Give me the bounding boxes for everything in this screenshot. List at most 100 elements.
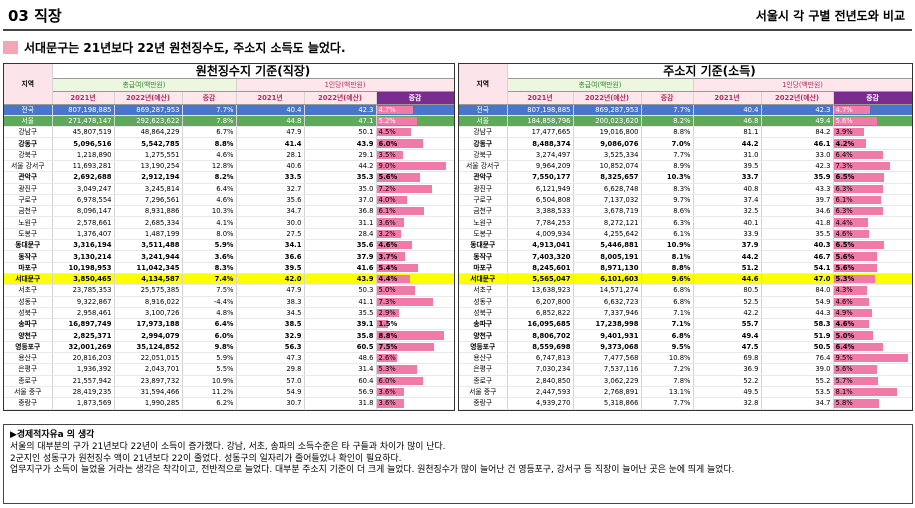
region-cell: 동대문구 xyxy=(4,239,53,252)
value-cell: 34.7 xyxy=(236,205,305,218)
table-row: 동작구 7,403,320 8,005,191 8.1% 44.2 46.7 5.6% xyxy=(459,250,912,263)
value-cell: 35.5 xyxy=(761,228,834,241)
value-cell: 39.1 xyxy=(304,318,377,331)
change-bar xyxy=(376,139,423,148)
change-bar xyxy=(833,354,908,363)
region-cell: 금천구 xyxy=(459,205,508,218)
change-bar xyxy=(376,286,416,295)
change-bar xyxy=(833,286,868,295)
region-cell: 동대문구 xyxy=(459,239,508,252)
value-cell: 292,623,622 xyxy=(114,115,183,128)
value-cell: 43.3 xyxy=(761,183,834,195)
change-bar-cell: 4.6% xyxy=(833,296,912,308)
change-value: 6.5% xyxy=(835,241,855,250)
change-bar xyxy=(376,195,408,205)
value-cell: 9.5% xyxy=(641,341,694,354)
change-bar-cell: 5.7% xyxy=(833,375,912,387)
value-cell: 21,557,942 xyxy=(52,375,115,387)
table-row: 관악구 2,692,688 2,912,194 8.2% 33.5 35.3 5.6% xyxy=(4,171,454,184)
value-cell: 28.4 xyxy=(304,228,377,241)
value-cell: 46.8 xyxy=(693,115,762,128)
value-cell: 40.3 xyxy=(761,239,834,252)
value-cell: 6.8% xyxy=(641,329,694,342)
value-cell: 8,916,022 xyxy=(114,296,183,308)
value-cell: 34.1 xyxy=(236,239,305,252)
group-per-capita-header: 1인당(백만원) xyxy=(693,78,912,92)
value-cell: 9,373,068 xyxy=(573,341,642,354)
value-cell: 3,062,229 xyxy=(573,375,642,387)
value-cell: 807,198,885 xyxy=(507,104,574,116)
value-cell: 8.8% xyxy=(641,262,694,274)
column-header: 2021년 xyxy=(236,91,305,105)
value-cell: 31.8 xyxy=(304,397,377,410)
region-cell: 광진구 xyxy=(459,183,508,195)
change-value: 7.2% xyxy=(378,184,396,193)
change-bar xyxy=(376,263,419,272)
change-bar-cell: 6.4% xyxy=(833,341,912,354)
change-bar-cell: 7.3% xyxy=(833,160,912,173)
table-row: 동대문구 4,913,041 5,446,881 10.9% 37.9 40.3 6.5% xyxy=(459,239,912,252)
change-bar xyxy=(376,105,413,114)
region-cell: 서울 xyxy=(459,115,508,128)
value-cell: -4.4% xyxy=(182,296,237,308)
table-row: 종로구 21,557,942 23,897,732 10.9% 57.0 60.4 6.0% xyxy=(4,375,454,387)
value-cell: 4,939,270 xyxy=(507,397,574,410)
value-cell: 6.2% xyxy=(182,397,237,410)
change-bar-cell: 5.6% xyxy=(376,171,454,184)
change-value: 6.3% xyxy=(835,184,853,193)
value-cell: 36.9 xyxy=(693,363,762,376)
region-cell: 관악구 xyxy=(4,171,53,184)
region-cell: 노원구 xyxy=(459,216,508,229)
value-cell: 44.2 xyxy=(693,137,762,150)
value-cell: 39.7 xyxy=(761,194,834,207)
change-value: 5.0% xyxy=(378,286,396,295)
value-cell: 48,864,229 xyxy=(114,126,183,139)
value-cell: 47.1 xyxy=(304,115,377,128)
value-cell: 51.2 xyxy=(693,262,762,274)
value-cell: 34.5 xyxy=(236,307,305,320)
change-value: 6.0% xyxy=(378,376,396,385)
value-cell: 50.1 xyxy=(304,126,377,139)
change-value: 2.9% xyxy=(378,308,396,317)
change-value: 5.6% xyxy=(378,173,398,182)
value-cell: 10.3% xyxy=(182,205,237,218)
value-cell: 8,971,130 xyxy=(573,262,642,274)
change-bar xyxy=(376,229,402,239)
change-value: 3.7% xyxy=(378,252,398,261)
value-cell: 42.2 xyxy=(693,307,762,320)
value-cell: 13.1% xyxy=(641,386,694,399)
change-value: 2.6% xyxy=(378,354,396,363)
change-bar-cell: 3.6% xyxy=(376,386,454,399)
value-cell: 869,287,953 xyxy=(573,104,642,116)
change-bar-cell: 4.4% xyxy=(833,216,912,229)
value-cell: 7,537,116 xyxy=(573,363,642,376)
value-cell: 2,685,334 xyxy=(114,216,183,229)
value-cell: 1,487,199 xyxy=(114,228,183,241)
value-cell: 35.3 xyxy=(304,171,377,184)
table-row: 종로구 2,840,850 3,062,229 7.8% 52.2 55.2 5.7% xyxy=(459,375,912,387)
value-cell: 52.5 xyxy=(693,296,762,308)
value-cell: 1,873,569 xyxy=(52,397,115,410)
change-bar-cell: 4.7% xyxy=(833,104,912,116)
region-cell: 송파구 xyxy=(4,318,53,331)
table-row: 강동구 8,488,374 9,086,076 7.0% 44.2 46.1 4.2% xyxy=(459,137,912,150)
value-cell: 35.6 xyxy=(236,194,305,207)
change-bar-cell: 6.1% xyxy=(376,205,454,218)
table-row: 금천구 8,096,147 8,931,886 10.3% 34.7 36.8 6.1% xyxy=(4,205,454,218)
value-cell: 8.8% xyxy=(641,126,694,139)
change-bar-cell: 6.0% xyxy=(376,137,454,150)
change-bar-cell: 6.5% xyxy=(833,239,912,252)
change-bar xyxy=(833,116,878,126)
value-cell: 9,086,076 xyxy=(573,137,642,150)
change-bar-cell: 4.3% xyxy=(833,284,912,297)
value-cell: 32,001,269 xyxy=(52,341,115,354)
value-cell: 1,990,285 xyxy=(114,397,183,410)
value-cell: 22,051,015 xyxy=(114,352,183,365)
value-cell: 4.6% xyxy=(182,149,237,161)
change-value: 5.7% xyxy=(835,376,853,385)
value-cell: 33.5 xyxy=(236,171,305,184)
value-cell: 6.4% xyxy=(182,183,237,195)
table-row: 동작구 3,130,214 3,241,944 3.6% 36.6 37.9 3.7% xyxy=(4,250,454,263)
value-cell: 2,043,701 xyxy=(114,363,183,376)
value-cell: 9.8% xyxy=(182,341,237,354)
